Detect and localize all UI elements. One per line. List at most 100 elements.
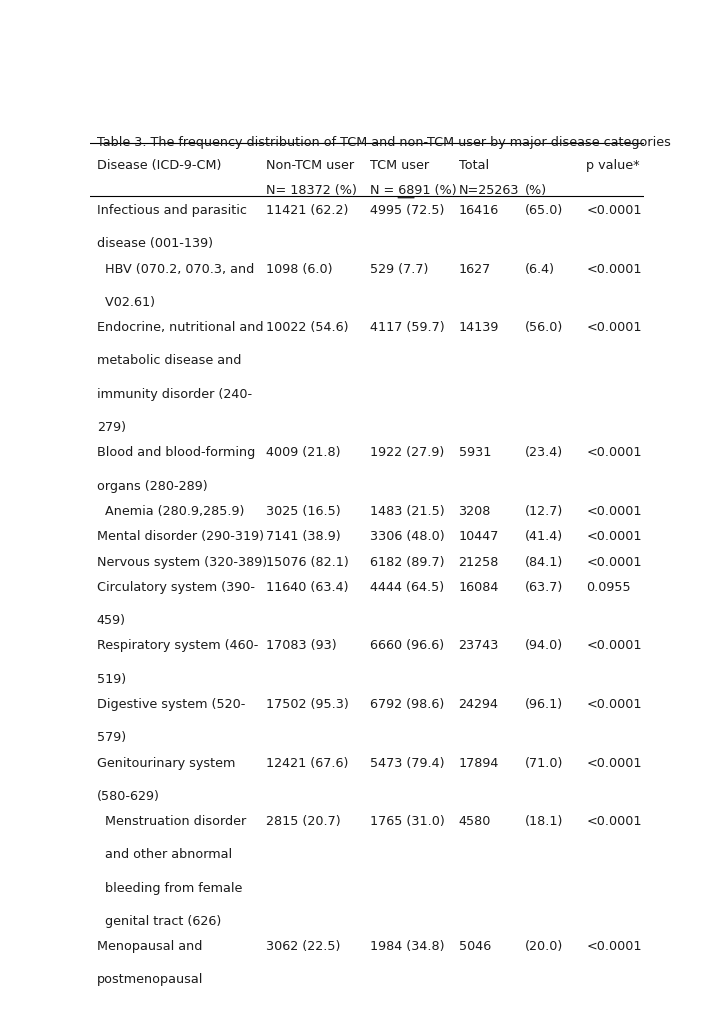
- Text: 579): 579): [97, 731, 126, 744]
- Text: (84.1): (84.1): [525, 555, 563, 568]
- Text: Menopausal and: Menopausal and: [97, 941, 202, 953]
- Text: <0.0001: <0.0001: [586, 205, 642, 217]
- Text: <0.0001: <0.0001: [586, 815, 642, 829]
- Text: and other abnormal: and other abnormal: [97, 848, 232, 861]
- Text: <0.0001: <0.0001: [586, 941, 642, 953]
- Text: 1483 (21.5): 1483 (21.5): [369, 505, 445, 518]
- Text: 16416: 16416: [458, 205, 499, 217]
- Text: bleeding from female: bleeding from female: [97, 882, 242, 894]
- Text: Genitourinary system: Genitourinary system: [97, 757, 235, 770]
- Text: 16084: 16084: [458, 581, 499, 594]
- Text: Menstruation disorder: Menstruation disorder: [97, 815, 246, 829]
- Text: (18.1): (18.1): [525, 815, 563, 829]
- Text: 2815 (20.7): 2815 (20.7): [266, 815, 341, 829]
- Text: Digestive system (520-: Digestive system (520-: [97, 698, 245, 711]
- Text: N = 6891 (%): N = 6891 (%): [369, 184, 456, 196]
- Text: 1098 (6.0): 1098 (6.0): [266, 263, 332, 276]
- Text: (12.7): (12.7): [525, 505, 563, 518]
- Text: 0.0955: 0.0955: [586, 581, 631, 594]
- Text: N=25263: N=25263: [458, 184, 519, 196]
- Text: postmenopausal: postmenopausal: [97, 974, 203, 987]
- Text: 459): 459): [97, 614, 126, 627]
- Text: 6182 (89.7): 6182 (89.7): [369, 555, 444, 568]
- Text: disease (001-139): disease (001-139): [97, 237, 213, 251]
- Text: 279): 279): [97, 421, 126, 434]
- Text: (23.4): (23.4): [525, 446, 563, 460]
- Text: N= 18372 (%): N= 18372 (%): [266, 184, 357, 196]
- Text: 4009 (21.8): 4009 (21.8): [266, 446, 341, 460]
- Text: Anemia (280.9,285.9): Anemia (280.9,285.9): [97, 505, 244, 518]
- Text: 1984 (34.8): 1984 (34.8): [369, 941, 444, 953]
- Text: 3025 (16.5): 3025 (16.5): [266, 505, 341, 518]
- Text: 10022 (54.6): 10022 (54.6): [266, 321, 349, 334]
- Text: (71.0): (71.0): [525, 757, 563, 770]
- Text: 17894: 17894: [458, 757, 499, 770]
- Text: 4444 (64.5): 4444 (64.5): [369, 581, 444, 594]
- Text: organs (280-289): organs (280-289): [97, 480, 208, 492]
- Text: (63.7): (63.7): [525, 581, 563, 594]
- Text: 1627: 1627: [458, 263, 490, 276]
- Text: 4580: 4580: [458, 815, 491, 829]
- Text: 10447: 10447: [458, 530, 499, 543]
- Text: <0.0001: <0.0001: [586, 639, 642, 653]
- Text: (20.0): (20.0): [525, 941, 563, 953]
- Text: p value*: p value*: [586, 159, 640, 172]
- Text: 5931: 5931: [458, 446, 491, 460]
- Text: HBV (070.2, 070.3, and: HBV (070.2, 070.3, and: [97, 263, 254, 276]
- Text: (%): (%): [525, 184, 547, 196]
- Text: 17083 (93): 17083 (93): [266, 639, 337, 653]
- Text: (6.4): (6.4): [525, 263, 555, 276]
- Text: 3306 (48.0): 3306 (48.0): [369, 530, 445, 543]
- Text: Non-TCM user: Non-TCM user: [266, 159, 354, 172]
- Text: 3062 (22.5): 3062 (22.5): [266, 941, 340, 953]
- Text: Total: Total: [458, 159, 488, 172]
- Text: 519): 519): [97, 672, 126, 686]
- Text: 7141 (38.9): 7141 (38.9): [266, 530, 341, 543]
- Text: (96.1): (96.1): [525, 698, 563, 711]
- Text: Infectious and parasitic: Infectious and parasitic: [97, 205, 246, 217]
- Text: <0.0001: <0.0001: [586, 263, 642, 276]
- Text: immunity disorder (240-: immunity disorder (240-: [97, 388, 252, 401]
- Text: 11421 (62.2): 11421 (62.2): [266, 205, 348, 217]
- Text: Endocrine, nutritional and: Endocrine, nutritional and: [97, 321, 263, 334]
- Text: 1922 (27.9): 1922 (27.9): [369, 446, 444, 460]
- Text: 529 (7.7): 529 (7.7): [369, 263, 428, 276]
- Text: 3208: 3208: [458, 505, 491, 518]
- Text: Mental disorder (290-319): Mental disorder (290-319): [97, 530, 263, 543]
- Text: Disease (ICD-9-CM): Disease (ICD-9-CM): [97, 159, 221, 172]
- Text: Circulatory system (390-: Circulatory system (390-: [97, 581, 255, 594]
- Text: <0.0001: <0.0001: [586, 555, 642, 568]
- Text: 11640 (63.4): 11640 (63.4): [266, 581, 349, 594]
- Text: V02.61): V02.61): [97, 296, 155, 309]
- Text: <0.0001: <0.0001: [586, 321, 642, 334]
- Text: 5473 (79.4): 5473 (79.4): [369, 757, 444, 770]
- Text: (94.0): (94.0): [525, 639, 563, 653]
- Text: 21258: 21258: [458, 555, 499, 568]
- Text: <0.0001: <0.0001: [586, 757, 642, 770]
- Text: 1765 (31.0): 1765 (31.0): [369, 815, 445, 829]
- Text: (41.4): (41.4): [525, 530, 563, 543]
- Text: TCM user: TCM user: [369, 159, 429, 172]
- Text: 14139: 14139: [458, 321, 499, 334]
- Text: <0.0001: <0.0001: [586, 698, 642, 711]
- Text: Respiratory system (460-: Respiratory system (460-: [97, 639, 258, 653]
- Text: Nervous system (320-389): Nervous system (320-389): [97, 555, 267, 568]
- Text: 6660 (96.6): 6660 (96.6): [369, 639, 444, 653]
- Text: (56.0): (56.0): [525, 321, 563, 334]
- Text: 4995 (72.5): 4995 (72.5): [369, 205, 444, 217]
- Text: 23743: 23743: [458, 639, 499, 653]
- Text: metabolic disease and: metabolic disease and: [97, 355, 241, 367]
- Text: 6792 (98.6): 6792 (98.6): [369, 698, 444, 711]
- Text: 24294: 24294: [458, 698, 498, 711]
- Text: 17502 (95.3): 17502 (95.3): [266, 698, 349, 711]
- Text: genital tract (626): genital tract (626): [97, 915, 221, 928]
- Text: Table 3. The frequency distribution of TCM and non-TCM user by major disease cat: Table 3. The frequency distribution of T…: [97, 136, 671, 149]
- Text: 15076 (82.1): 15076 (82.1): [266, 555, 349, 568]
- Text: (65.0): (65.0): [525, 205, 563, 217]
- Text: (580-629): (580-629): [97, 790, 160, 803]
- Text: <0.0001: <0.0001: [586, 446, 642, 460]
- Text: <0.0001: <0.0001: [586, 505, 642, 518]
- Text: 12421 (67.6): 12421 (67.6): [266, 757, 348, 770]
- Text: Blood and blood-forming: Blood and blood-forming: [97, 446, 255, 460]
- Text: 5046: 5046: [458, 941, 490, 953]
